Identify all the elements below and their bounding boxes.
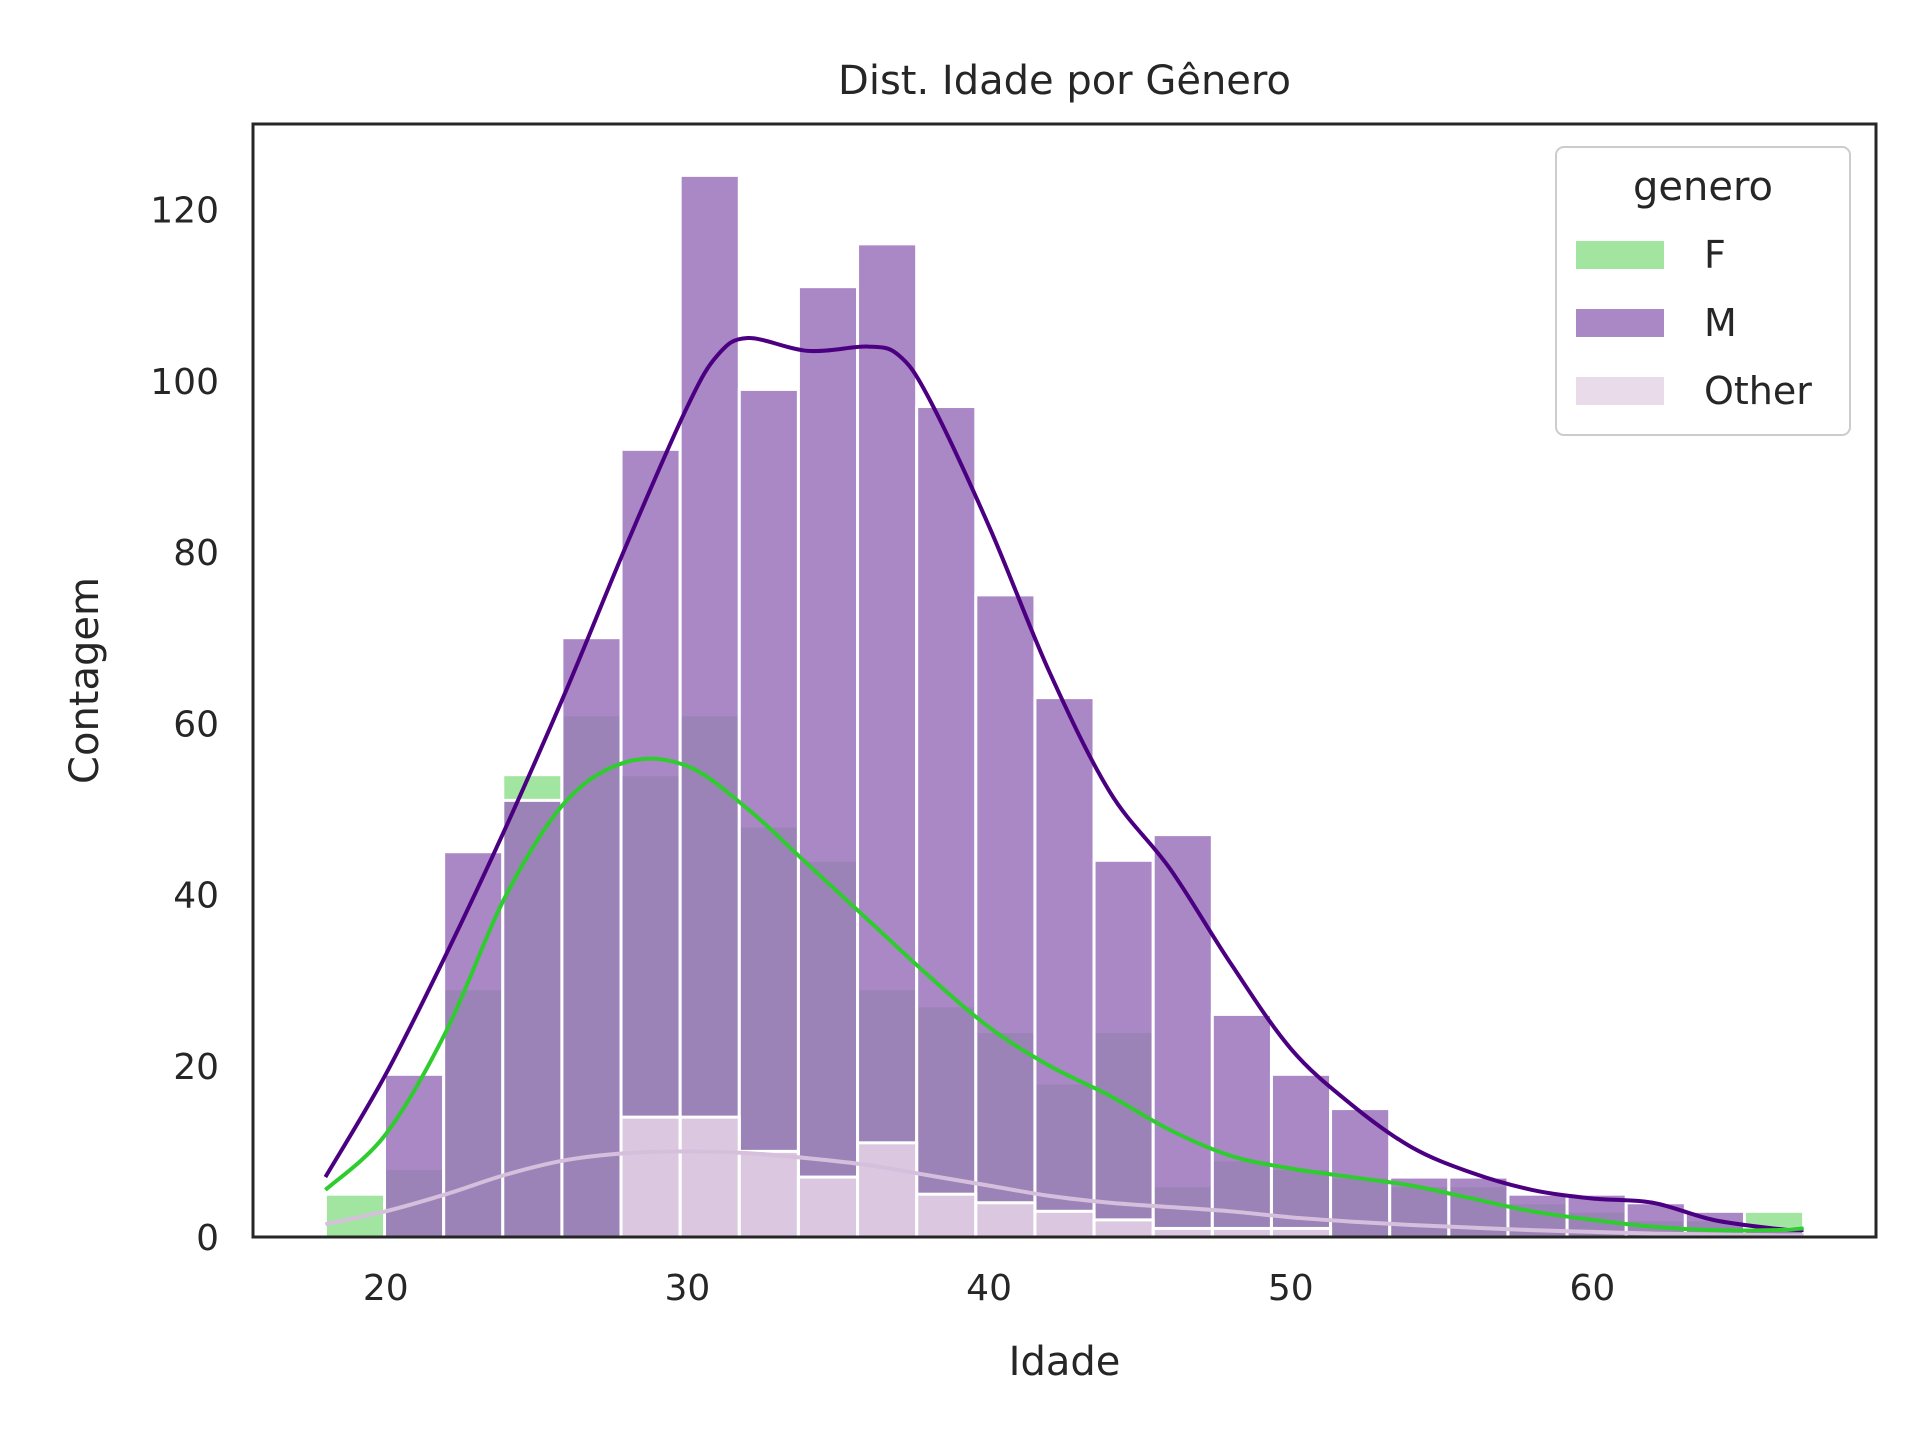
bar-other-11 [974,1201,1037,1239]
chart-title: Dist. Idade por Gênero [838,58,1291,104]
legend-label-m: M [1704,301,1737,345]
bar-m-9 [856,242,919,1239]
bar-other-10 [915,1192,978,1239]
bar-other-9 [856,1141,919,1239]
y-axis-ticks: 0 20 40 60 80 100 120 [150,191,219,1259]
bar-other-13 [1092,1218,1155,1239]
kde-layer [323,336,1804,1238]
legend-items: FM Other [1576,233,1812,413]
bar-other-7 [737,1149,800,1239]
plot-frame [251,122,1878,1239]
bar-m-4 [560,636,623,1239]
x-tick-label: 50 [1268,1268,1314,1309]
bar-other-6 [678,1115,741,1239]
y-tick-label: 20 [173,1047,219,1088]
bar-m-5 [619,447,682,1239]
x-tick-label: 60 [1570,1268,1616,1309]
bar-m-12 [1033,696,1096,1239]
bar-m-16 [1269,1072,1333,1239]
bar-m-14 [1151,833,1214,1239]
y-tick-label: 80 [173,533,219,574]
y-tick-label: 60 [173,704,219,745]
bar-other-5 [619,1115,682,1239]
x-tick-label: 20 [363,1268,409,1309]
bars-layer [323,173,1806,1239]
bar-m-13 [1092,858,1155,1239]
x-tick-label: 30 [665,1268,711,1309]
legend-box [1555,146,1851,436]
y-tick-label: 100 [150,362,219,403]
legend-title: genero [1633,164,1773,210]
bar-other-12 [1033,1209,1096,1239]
bar-m-1 [383,1072,446,1239]
bar-m-11 [974,593,1037,1239]
legend-swatch-m [1576,309,1664,337]
legend-swatch-other [1576,377,1664,405]
bar-m-8 [796,285,860,1239]
bar-m-17 [1329,1107,1392,1239]
kde-line-f [324,756,1804,1233]
bar-m-7 [737,387,800,1239]
y-tick-label: 40 [173,876,219,917]
legend: genero FM Other [1555,146,1851,436]
bar-m-15 [1210,1012,1273,1239]
bars-m [383,173,1806,1239]
legend-label-f: F [1704,233,1726,277]
bar-m-6 [678,173,741,1239]
kde-line-other [324,1149,1804,1238]
y-tick-label: 0 [196,1218,219,1259]
bar-other-8 [796,1175,860,1239]
kde-line-m [323,336,1804,1233]
x-axis-ticks: 20 30 40 50 60 [363,1268,1616,1309]
legend-label-other: Other [1704,369,1812,413]
legend-swatch-f [1576,241,1664,269]
x-tick-label: 40 [966,1268,1012,1309]
y-axis-label: Contagem [62,577,108,784]
y-tick-label: 120 [150,191,219,232]
x-axis-label: Idade [1009,1339,1121,1385]
bar-m-10 [915,405,978,1239]
